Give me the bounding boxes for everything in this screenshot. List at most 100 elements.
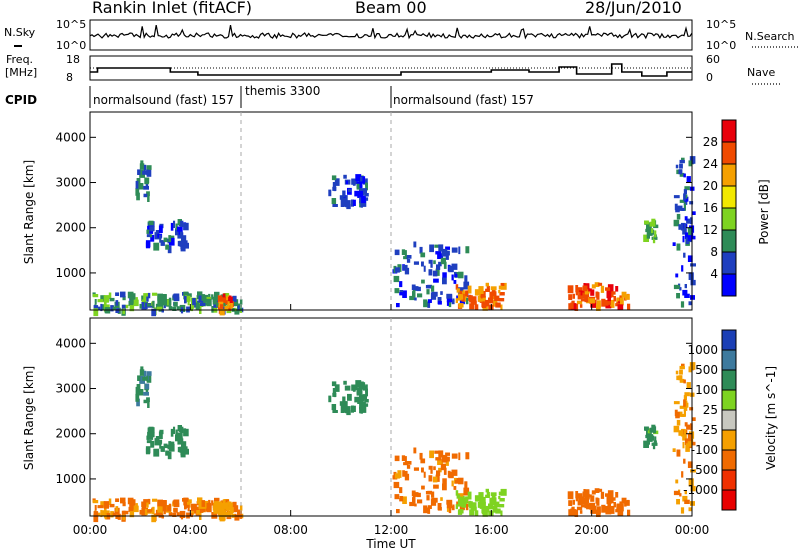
velocity-cell xyxy=(462,495,465,501)
power-colorbar-band xyxy=(722,208,736,231)
power-cell xyxy=(430,259,433,268)
velocity-cell xyxy=(465,503,469,511)
velocity-cell xyxy=(451,453,458,459)
velocity-cell xyxy=(448,505,452,514)
power-cell xyxy=(221,296,227,303)
power-cell xyxy=(212,296,217,305)
power-colorbar-label: 20 xyxy=(703,179,718,193)
power-colorbar-band xyxy=(722,274,736,297)
power-cell xyxy=(469,303,475,310)
velocity-colorbar-frame xyxy=(721,329,737,511)
power-cell xyxy=(94,299,97,305)
power-cell xyxy=(486,285,490,291)
power-cell xyxy=(427,301,431,308)
power-cell xyxy=(443,261,447,269)
power-cell xyxy=(137,183,144,190)
velocity-cell xyxy=(440,463,446,471)
power-cell xyxy=(365,182,368,191)
velocity-cell xyxy=(651,434,654,440)
power-cell xyxy=(211,306,214,313)
power-cell xyxy=(170,222,174,231)
velocity-cell xyxy=(437,507,442,511)
velocity-cell xyxy=(458,493,464,500)
velocity-cell xyxy=(486,491,490,497)
velocity-cell xyxy=(464,481,468,489)
velocity-colorbar-label: 500 xyxy=(695,363,718,377)
velocity-cell xyxy=(394,473,400,479)
velocity-cell xyxy=(679,378,685,383)
noise-right-label: N.Search xyxy=(745,30,795,43)
power-cell xyxy=(433,260,436,265)
velocity-cell xyxy=(428,475,433,482)
velocity-cell xyxy=(567,491,574,500)
velocity-cell xyxy=(575,491,579,499)
power-cell xyxy=(153,242,160,251)
power-cell xyxy=(445,253,449,260)
velocity-cell xyxy=(103,501,109,509)
power-cell xyxy=(409,295,415,301)
velocity-cell xyxy=(484,505,490,513)
x-tick-label: 12:00 xyxy=(374,523,409,537)
velocity-cell xyxy=(399,487,403,494)
velocity-cell xyxy=(360,382,363,388)
power-cell xyxy=(582,285,588,292)
velocity-cell xyxy=(350,405,354,413)
power-cell xyxy=(350,199,354,207)
power-cell xyxy=(146,234,152,238)
power-cell xyxy=(474,289,481,296)
velocity-colorbar-band xyxy=(722,330,736,351)
power-cell xyxy=(682,228,687,235)
power-cell xyxy=(354,190,360,197)
power-cell xyxy=(175,228,179,236)
power-cell xyxy=(233,299,239,307)
y-tick-label: 3000 xyxy=(55,176,86,190)
velocity-cell xyxy=(676,375,680,381)
power-cell xyxy=(589,298,595,304)
noise-left-label: N.Sky xyxy=(4,26,36,39)
velocity-cell xyxy=(571,506,575,511)
velocity-cell xyxy=(458,452,461,461)
power-cell xyxy=(115,308,120,313)
power-cell xyxy=(675,205,680,213)
power-cell xyxy=(192,298,196,306)
velocity-cell xyxy=(211,512,214,519)
power-cell xyxy=(468,295,473,301)
power-cell xyxy=(465,297,469,305)
power-cell xyxy=(141,299,147,304)
velocity-cell xyxy=(683,405,688,411)
velocity-cell xyxy=(607,501,611,508)
velocity-colorbar-band xyxy=(722,450,736,471)
velocity-colorbar-band xyxy=(722,430,736,451)
power-cell xyxy=(146,165,152,170)
power-cell xyxy=(399,281,403,288)
power-cell xyxy=(683,173,686,178)
power-cell xyxy=(190,307,193,312)
velocity-cell xyxy=(394,494,400,500)
velocity-cell xyxy=(186,499,192,504)
power-cell xyxy=(175,223,178,230)
power-cell xyxy=(498,298,505,302)
velocity-cell xyxy=(685,443,690,450)
power-cell xyxy=(579,290,585,296)
velocity-cell xyxy=(409,501,415,507)
power-colorbar-title: Power [dB] xyxy=(757,179,771,244)
velocity-cell xyxy=(675,411,680,419)
velocity-cell xyxy=(679,365,685,370)
freq-right-tick-top: 60 xyxy=(706,53,720,66)
velocity-cell xyxy=(177,432,183,438)
power-cell xyxy=(683,203,686,211)
power-cell xyxy=(689,201,694,205)
velocity-cell xyxy=(356,389,360,396)
power-cell xyxy=(484,299,490,307)
velocity-cell xyxy=(404,456,407,464)
velocity-cell xyxy=(683,395,687,401)
x-tick-label: 00:00 xyxy=(73,523,108,537)
power-cell xyxy=(144,302,148,310)
power-cell xyxy=(136,192,140,201)
velocity-cell xyxy=(598,488,603,492)
velocity-cell xyxy=(177,437,183,441)
velocity-cell xyxy=(431,491,435,498)
velocity-cell xyxy=(481,510,487,514)
power-cell xyxy=(478,286,484,294)
velocity-cell xyxy=(678,375,683,381)
